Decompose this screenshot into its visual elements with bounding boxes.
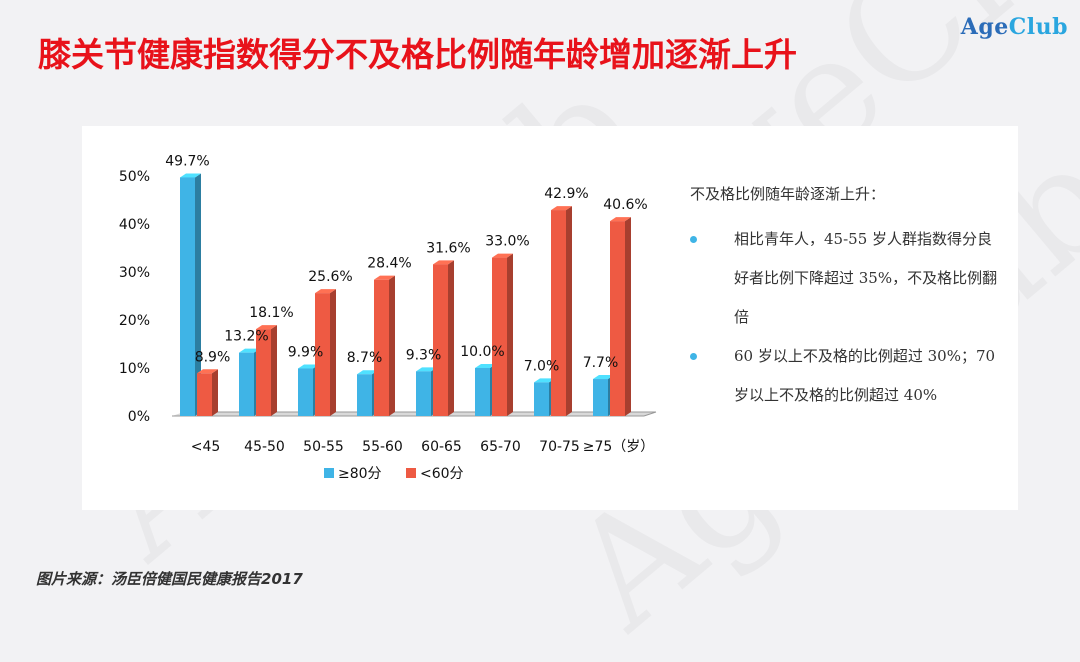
source-caption: 图片来源：汤臣倍健国民健康报告2017: [36, 570, 303, 588]
bar-side: [566, 206, 572, 416]
bar-side: [389, 275, 395, 416]
bar: [593, 379, 608, 416]
bar: [315, 293, 330, 416]
notes-box: 不及格比例随年龄逐渐上升： 相比青年人，45-55 岁人群指数得分良好者比例下降…: [690, 182, 1000, 415]
bullet-dot-icon: [690, 353, 697, 360]
bar: [475, 368, 490, 416]
bar-side: [195, 173, 201, 416]
ageclub-logo: AgeClub: [961, 14, 1068, 40]
bar-top: [256, 325, 277, 330]
y-tick-label: 0%: [128, 409, 150, 425]
bar: [180, 177, 195, 416]
bar-top: [475, 364, 496, 368]
note-text: 相比青年人，45-55 岁人群指数得分良好者比例下降超过 35%，不及格比例翻倍: [734, 230, 998, 326]
logo-age: Age: [960, 14, 1009, 40]
x-tick-label: <45: [191, 439, 221, 455]
data-label: 8.7%: [347, 350, 383, 366]
bar: [492, 257, 507, 416]
legend-swatch: [324, 468, 334, 478]
bar-top: [315, 289, 336, 294]
bar: [298, 368, 313, 416]
bar-side: [448, 260, 454, 416]
bar-side: [507, 253, 513, 416]
data-label: 40.6%: [603, 197, 647, 213]
data-label: 7.7%: [583, 355, 619, 371]
y-tick-label: 20%: [119, 313, 150, 329]
legend-label: ≥80分: [338, 466, 382, 482]
bar-top: [298, 364, 319, 369]
bar: [197, 373, 212, 416]
x-tick-label: 60-65: [421, 439, 462, 455]
data-label: 25.6%: [308, 269, 352, 285]
logo-club: Club: [1008, 14, 1068, 40]
x-tick-label: 50-55: [303, 439, 344, 455]
bar-top: [433, 260, 454, 265]
bar-side: [330, 289, 336, 416]
bar-top: [416, 367, 437, 372]
bar-chart: 0% 10% 20% 30% 40% 50% 49.7% 8.9% <45 13.2% 18.1% 4…: [119, 153, 657, 482]
note-bullet: 相比青年人，45-55 岁人群指数得分良好者比例下降超过 35%，不及格比例翻倍: [690, 220, 1000, 337]
legend-swatch: [406, 468, 416, 478]
notes-heading: 不及格比例随年龄逐渐上升：: [690, 185, 886, 203]
bar: [416, 371, 431, 416]
bar: [239, 352, 254, 416]
bar: [256, 329, 271, 416]
data-label: 28.4%: [367, 256, 411, 272]
bar-side: [212, 369, 218, 416]
data-label: 42.9%: [544, 186, 588, 202]
data-label: 9.3%: [406, 347, 442, 363]
data-label: 8.9%: [195, 349, 231, 365]
bar-top: [551, 206, 572, 211]
bar-top: [593, 375, 614, 380]
bar-top: [357, 370, 378, 375]
x-tick-label: 45-50: [244, 439, 285, 455]
bar-top: [180, 173, 201, 178]
bar: [534, 382, 549, 416]
bar: [374, 279, 389, 416]
note-bullet: 60 岁以上不及格的比例超过 30%；70 岁以上不及格的比例超过 40%: [690, 337, 1000, 415]
y-tick-label: 40%: [119, 217, 150, 233]
data-label: 7.0%: [524, 358, 560, 374]
bar-top: [197, 369, 218, 374]
floor-side-edge: [643, 411, 657, 417]
bar-top: [492, 253, 513, 258]
y-tick-label: 30%: [119, 265, 150, 281]
bar-top: [534, 378, 555, 383]
chart-panel: 0% 10% 20% 30% 40% 50% 49.7% 8.9% <45 13.2% 18.1% 4…: [82, 126, 1018, 510]
data-label: 9.9%: [288, 344, 324, 360]
x-tick-label: 55-60: [362, 439, 403, 455]
bar-side: [271, 325, 277, 416]
bar: [551, 210, 566, 416]
bar: [433, 264, 448, 416]
data-label: 49.7%: [165, 153, 209, 169]
x-tick-label: 70-75: [539, 439, 580, 455]
data-label: 18.1%: [249, 305, 293, 321]
bar-top: [374, 275, 395, 280]
y-tick-label: 10%: [119, 361, 150, 377]
bar: [610, 221, 625, 416]
data-label: 13.2%: [224, 329, 268, 345]
x-tick-label: 65-70: [480, 439, 521, 455]
x-tick-label: ≥75（岁）: [583, 439, 655, 455]
data-label: 33.0%: [485, 234, 529, 250]
bullet-dot-icon: [690, 236, 697, 243]
bar-top: [610, 217, 631, 222]
bar-top: [239, 348, 260, 353]
page-title: 膝关节健康指数得分不及格比例随年龄增加逐渐上升: [38, 35, 797, 74]
data-label: 31.6%: [426, 240, 470, 256]
bar: [357, 374, 372, 416]
y-tick-label: 50%: [119, 169, 150, 185]
legend-label: <60分: [420, 466, 464, 482]
bar-side: [625, 217, 631, 416]
note-text: 60 岁以上不及格的比例超过 30%；70 岁以上不及格的比例超过 40%: [734, 347, 996, 404]
data-label: 10.0%: [460, 344, 504, 360]
